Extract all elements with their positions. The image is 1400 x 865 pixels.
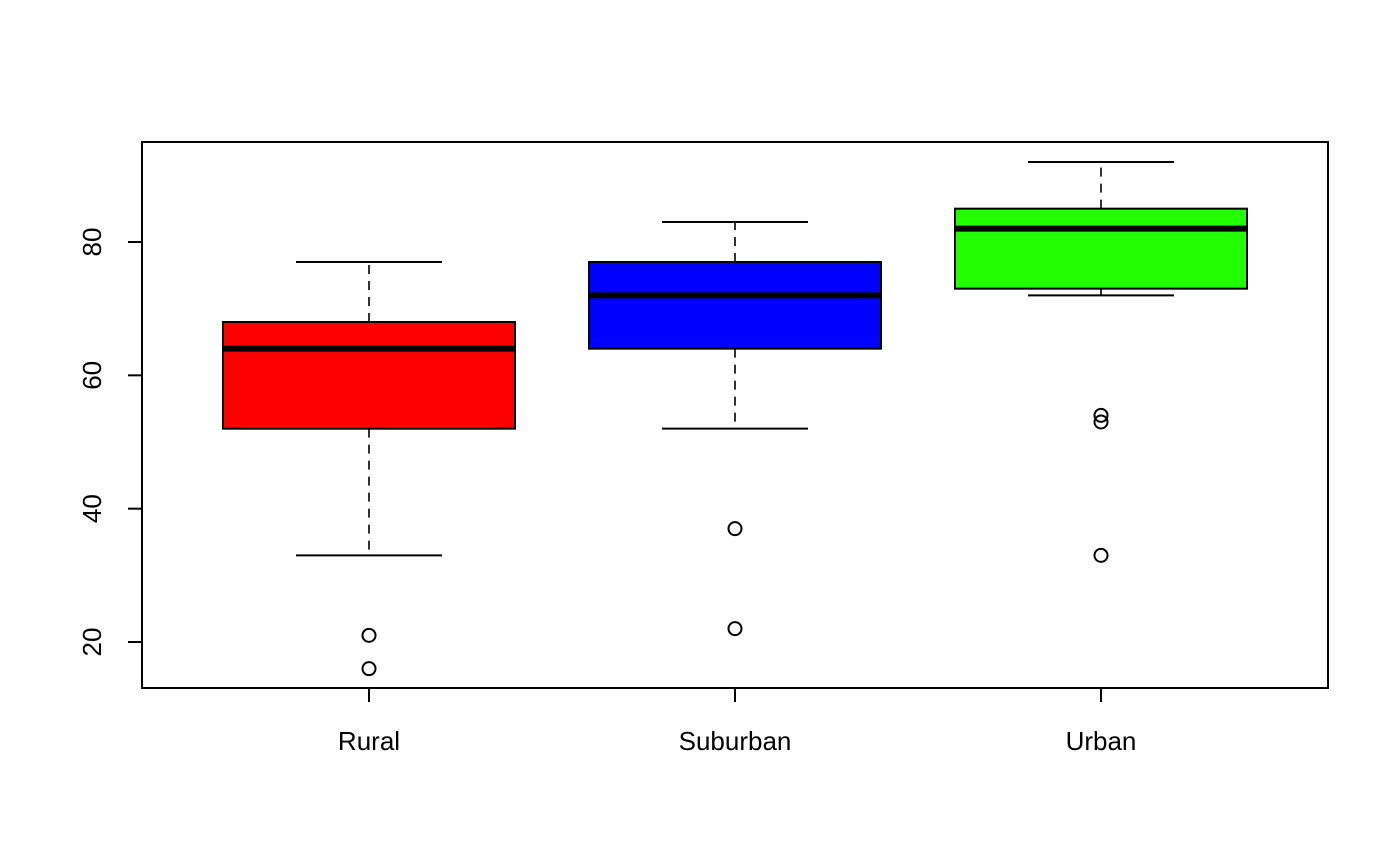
boxes-layer — [222, 161, 1248, 677]
x-tick-label: Suburban — [679, 726, 792, 756]
box-iqr — [588, 261, 882, 350]
outlier-point — [727, 521, 743, 537]
y-axis: 20 40 60 80 — [77, 228, 143, 657]
box-group-suburban — [588, 221, 882, 637]
outlier-point — [361, 627, 377, 643]
outlier-point — [1093, 414, 1109, 430]
x-axis: Rural Suburban Urban — [338, 687, 1137, 756]
box-iqr — [954, 207, 1248, 290]
outlier-point — [1093, 407, 1109, 423]
y-tick-label: 40 — [77, 494, 107, 523]
box-group-urban — [954, 161, 1248, 563]
box-group-rural — [222, 261, 516, 677]
y-tick-label: 20 — [77, 628, 107, 657]
x-tick-label: Urban — [1066, 726, 1137, 756]
outlier-point — [1093, 547, 1109, 563]
y-tick-label: 60 — [77, 361, 107, 390]
x-tick-label: Rural — [338, 726, 400, 756]
box-iqr — [222, 321, 516, 430]
outlier-point — [361, 661, 377, 677]
y-tick-label: 80 — [77, 228, 107, 257]
outlier-point — [727, 621, 743, 637]
